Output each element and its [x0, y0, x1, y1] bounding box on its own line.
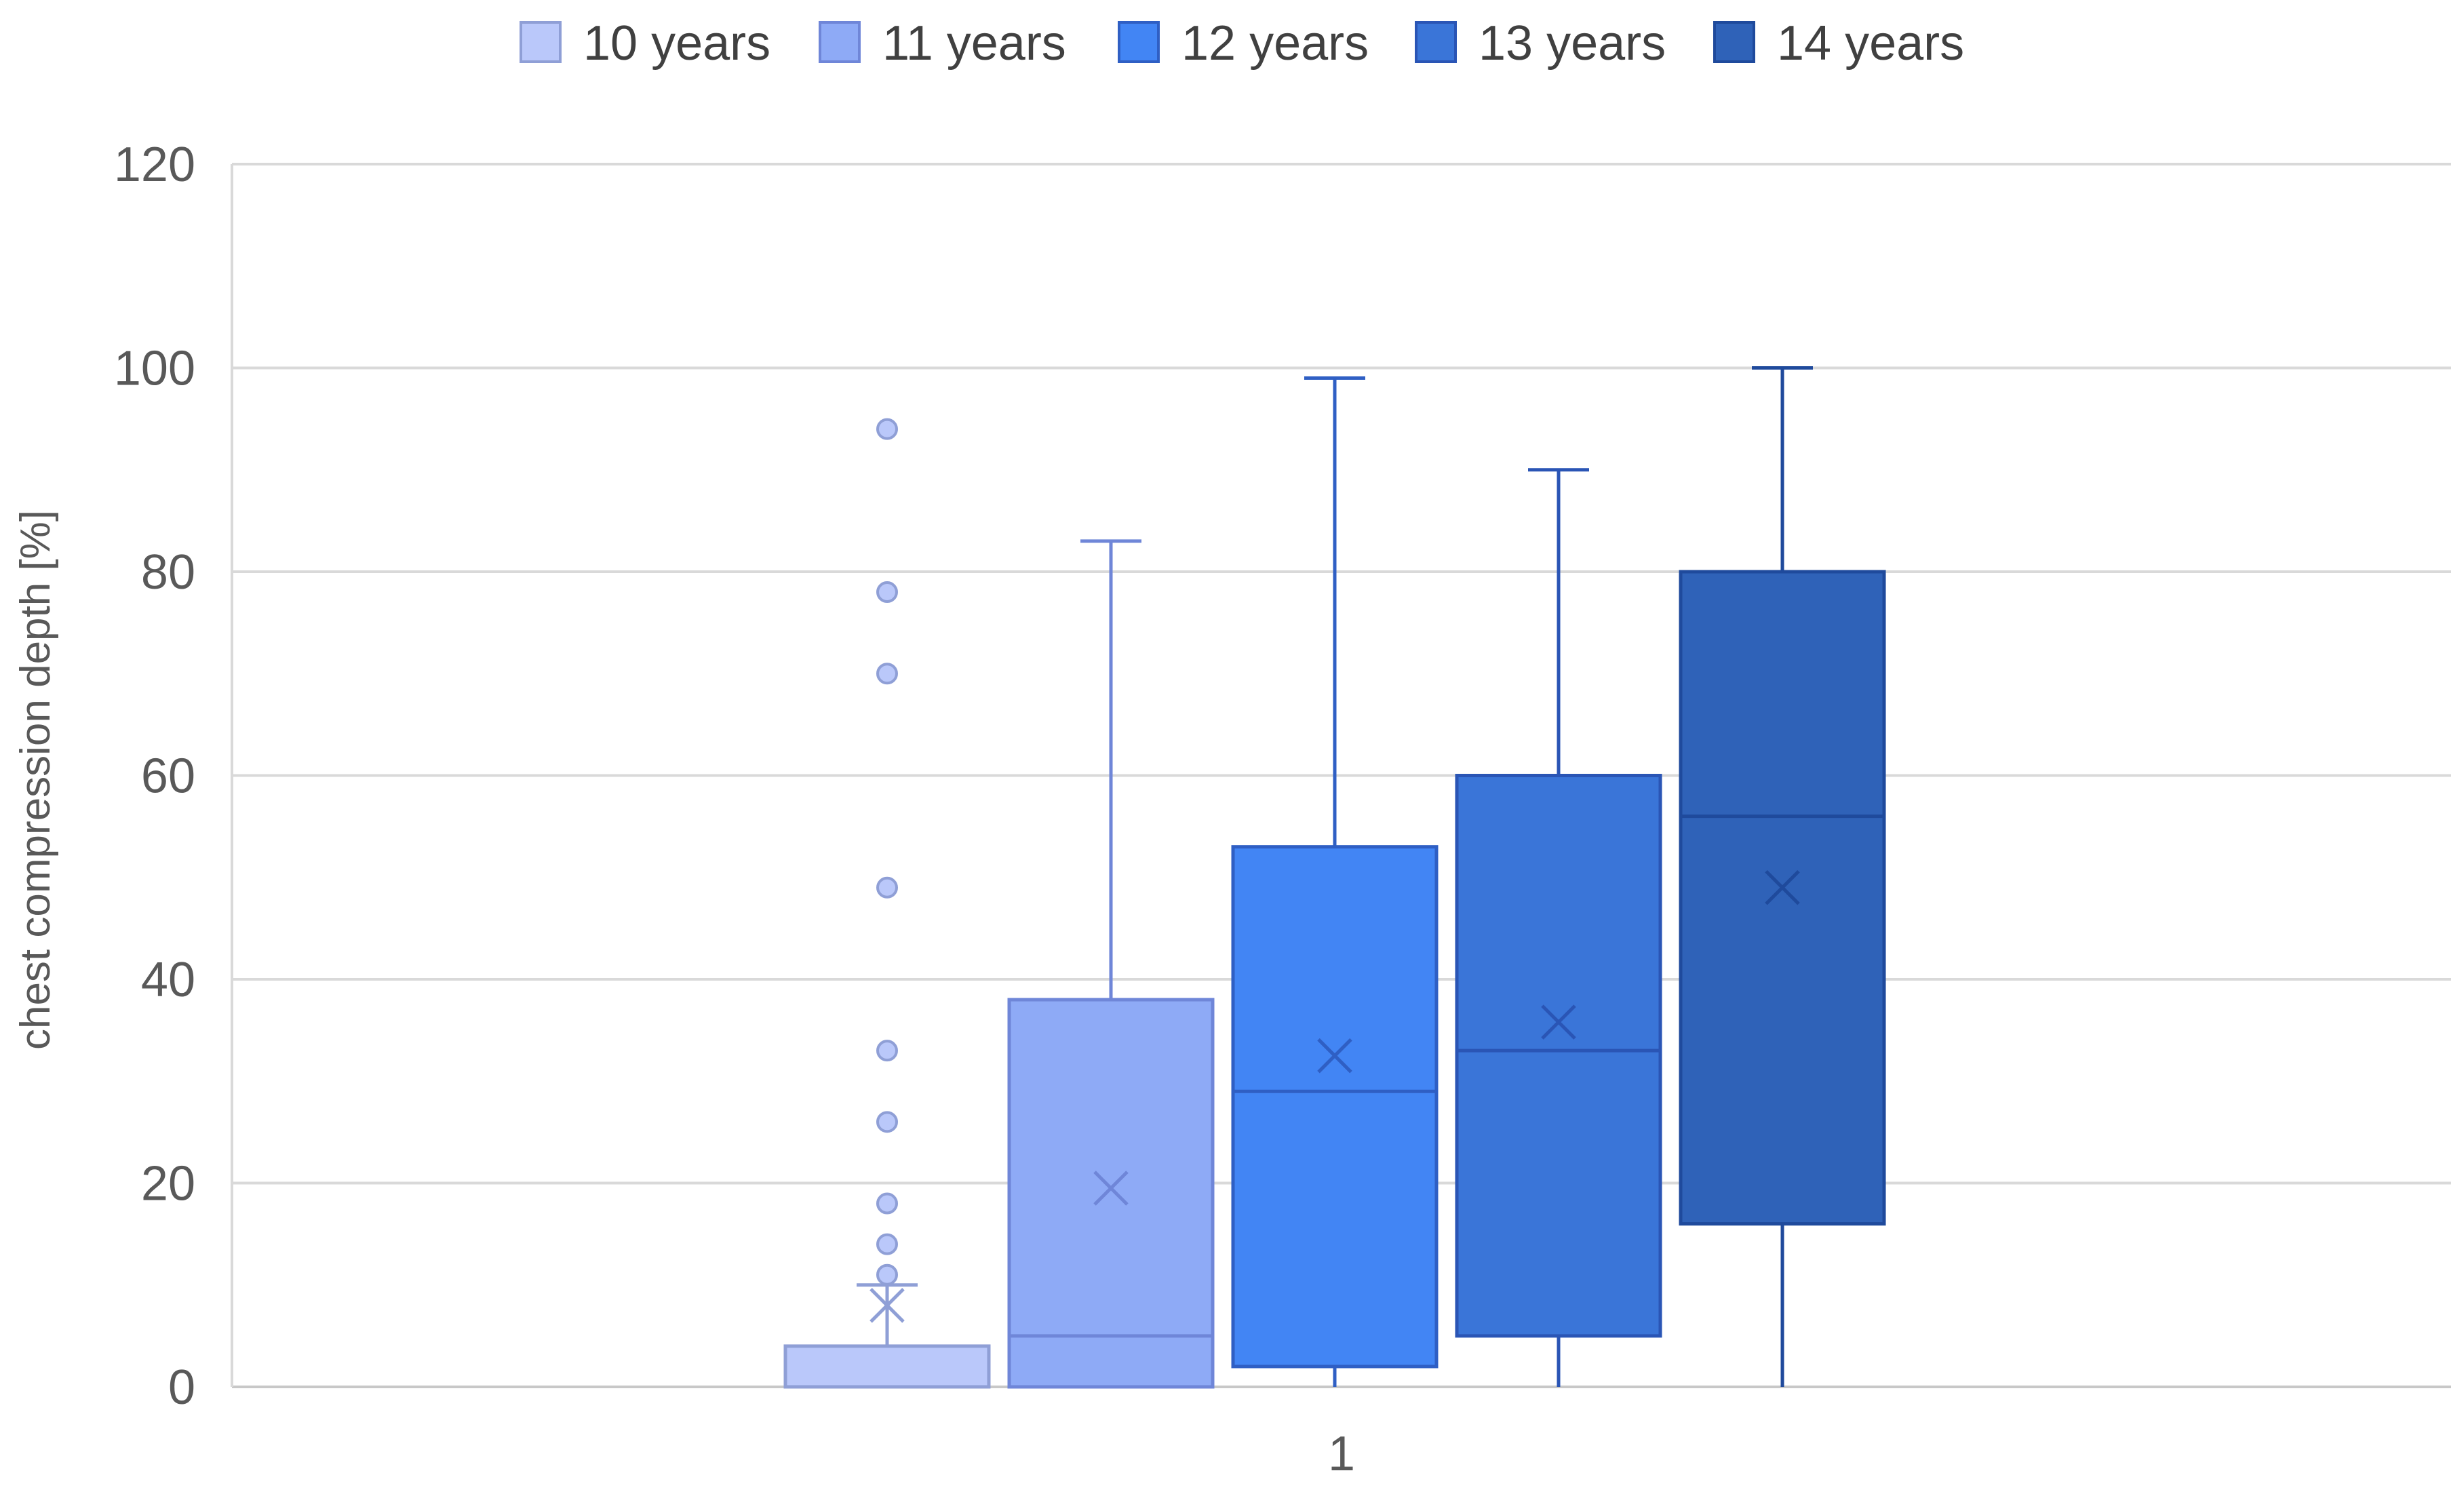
box-series: [783, 366, 1886, 1389]
y-tick-label: 0: [168, 1360, 195, 1415]
outlier-point: [876, 1233, 898, 1255]
legend-swatch: [1118, 21, 1160, 63]
box-body: [783, 1344, 991, 1389]
legend-item: 10 years: [520, 16, 770, 71]
legend-item: 12 years: [1118, 16, 1369, 71]
mean-marker: [1541, 1004, 1576, 1040]
y-tick-label: 80: [141, 545, 195, 600]
box-12-years: [1231, 376, 1439, 1387]
outlier-point: [876, 1192, 898, 1215]
box-body: [1679, 570, 1886, 1226]
box-body: [1455, 774, 1662, 1338]
box-10-years: [783, 418, 991, 1389]
outlier-point: [876, 1040, 898, 1062]
y-tick-label: 100: [114, 342, 195, 396]
legend-item: 13 years: [1415, 16, 1666, 71]
outlier-point: [876, 663, 898, 685]
legend-swatch: [520, 21, 562, 63]
mean-marker: [1765, 870, 1800, 905]
y-tick-label: 20: [141, 1157, 195, 1211]
legend-label: 10 years: [583, 16, 770, 71]
legend-swatch: [1415, 21, 1457, 63]
box-13-years: [1455, 468, 1662, 1387]
legend-label: 11 years: [882, 16, 1066, 71]
legend-label: 13 years: [1479, 16, 1666, 71]
box-14-years: [1679, 366, 1886, 1387]
x-axis-tick-labels: 1: [1328, 1427, 1355, 1481]
x-tick-label: 1: [1328, 1427, 1355, 1481]
legend-label: 12 years: [1181, 16, 1369, 71]
y-tick-label: 120: [114, 138, 195, 192]
legend-item: 14 years: [1713, 16, 1964, 71]
y-tick-label: 60: [141, 749, 195, 804]
legend: 10 years 11 years 12 years 13 years 14 years: [520, 16, 1964, 71]
legend-swatch: [1713, 21, 1755, 63]
box-body: [1007, 998, 1215, 1389]
mean-marker: [1093, 1171, 1129, 1206]
box-body: [1231, 845, 1439, 1369]
outlier-point: [876, 418, 898, 440]
outlier-point: [876, 876, 898, 899]
outlier-point: [876, 1263, 898, 1286]
box-11-years: [1007, 539, 1215, 1389]
legend-label: 14 years: [1777, 16, 1964, 71]
mean-marker: [869, 1288, 905, 1323]
y-tick-label: 40: [141, 953, 195, 1007]
y-axis-title: chest compression depth [%]: [12, 510, 59, 1050]
legend-swatch: [819, 21, 861, 63]
mean-marker: [1317, 1038, 1352, 1074]
outlier-point: [876, 581, 898, 604]
outlier-point: [876, 1111, 898, 1133]
legend-item: 11 years: [819, 16, 1066, 71]
y-axis-tick-labels: 0 20 40 60 80 100 120: [114, 138, 195, 1415]
